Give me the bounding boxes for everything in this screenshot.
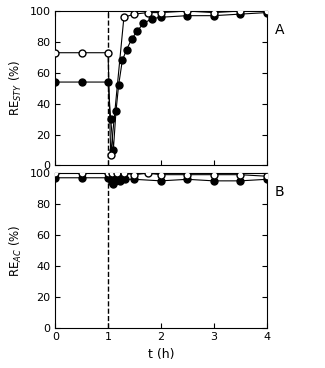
Text: A: A	[275, 24, 284, 38]
Text: B: B	[275, 185, 285, 199]
X-axis label: t (h): t (h)	[148, 348, 174, 361]
Y-axis label: RE$_{STY}$ (%): RE$_{STY}$ (%)	[8, 60, 24, 116]
Y-axis label: RE$_{AC}$ (%): RE$_{AC}$ (%)	[8, 224, 24, 277]
